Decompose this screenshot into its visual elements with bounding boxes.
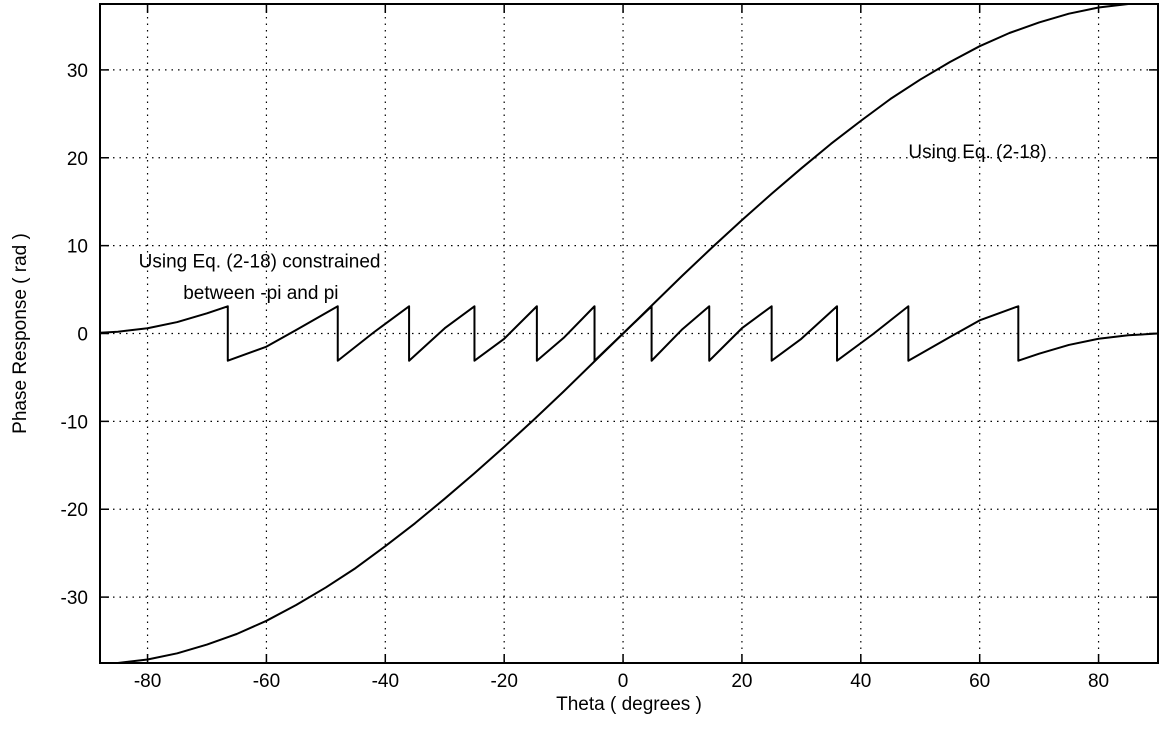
- x-tick-label: 20: [731, 671, 752, 692]
- annotation-constrained-range: between -pi and pi: [183, 283, 338, 304]
- x-tick-label: -60: [253, 671, 280, 692]
- y-tick-label: -20: [61, 500, 88, 521]
- y-axis-ticks: -30 -20 -10 0 10 20 30: [61, 61, 1158, 609]
- y-tick-label: 20: [67, 149, 88, 170]
- y-tick-label: -30: [61, 588, 88, 609]
- grid: [100, 4, 1158, 663]
- x-tick-label: -20: [490, 671, 517, 692]
- x-tick-label: 80: [1088, 671, 1109, 692]
- x-tick-label: -40: [372, 671, 399, 692]
- annotation-unconstrained: Using Eq. (2-18): [908, 142, 1046, 163]
- y-tick-label: -10: [61, 412, 88, 433]
- x-tick-label: 0: [618, 671, 629, 692]
- y-axis-title: Phase Response ( rad ): [10, 233, 31, 434]
- x-tick-label: -80: [134, 671, 161, 692]
- x-axis-ticks: -80 -60 -40 -20 0 20 40 60 80: [134, 4, 1109, 692]
- series-constrained-line: [100, 305, 1158, 362]
- series-layer: [100, 4, 1158, 663]
- y-tick-label: 10: [67, 237, 88, 258]
- x-tick-label: 40: [850, 671, 871, 692]
- x-tick-label: 60: [969, 671, 990, 692]
- x-axis-title: Theta ( degrees ): [556, 694, 702, 715]
- y-tick-label: 30: [67, 61, 88, 82]
- plot-frame: [99, 3, 1159, 664]
- y-tick-label: 0: [77, 325, 88, 346]
- annotation-constrained: Using Eq. (2-18) constrained: [139, 252, 381, 273]
